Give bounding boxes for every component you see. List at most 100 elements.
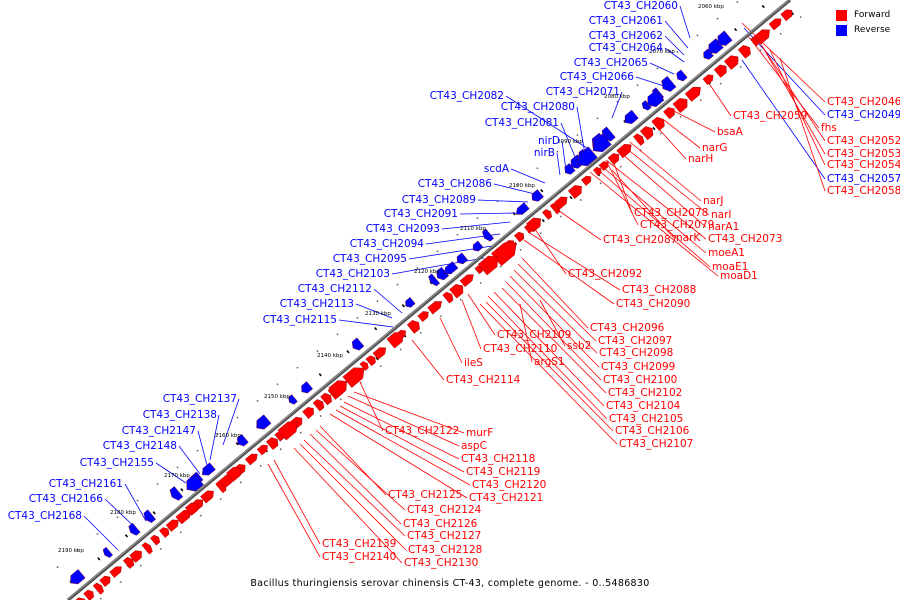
reverse-gene-label: CT43_CH2113 — [280, 298, 354, 310]
forward-gene-label: ssb2 — [567, 340, 591, 352]
label-connector — [335, 409, 471, 486]
scale-tick — [124, 534, 129, 538]
guide-dot — [576, 134, 579, 136]
forward-gene-label: CT43_CH2126 — [403, 518, 478, 530]
forward-swatch — [836, 9, 847, 21]
reverse-gene-label: CT43_CH2081 — [485, 117, 559, 129]
reverse-gene-label: nirD — [538, 135, 560, 147]
label-connector — [747, 35, 820, 129]
label-connector — [664, 47, 685, 63]
reverse-gene — [641, 100, 652, 111]
label-connector — [309, 433, 402, 525]
label-connector — [267, 463, 321, 558]
guide-dot — [536, 167, 539, 170]
forward-gene — [83, 589, 94, 600]
guide-dot — [416, 267, 419, 269]
label-connector — [461, 299, 482, 350]
guide-dot — [76, 549, 79, 552]
right-gene-label: CT43_CH2046 — [827, 96, 900, 108]
scale-label: 2080 kbp — [604, 94, 630, 100]
reverse-gene — [169, 486, 184, 501]
guide-dot — [799, 16, 802, 19]
reverse-gene-label: CT43_CH2062 — [589, 30, 663, 42]
label-connector — [493, 291, 605, 407]
forward-gene — [753, 29, 770, 45]
forward-gene-label: CT43_CH2090 — [616, 298, 690, 310]
reverse-gene — [128, 522, 141, 536]
label-connector — [373, 288, 403, 314]
label-connector — [319, 425, 387, 496]
scale-label: 2150 kbp — [264, 394, 290, 400]
forward-gene — [663, 107, 675, 120]
forward-gene-label: CT43_CH2125 — [388, 489, 462, 501]
scale-label: 2190 kbp — [58, 548, 84, 554]
label-connector — [625, 147, 710, 216]
label-connector — [635, 76, 665, 87]
right-gene-label: CT43_CH2057 — [827, 173, 900, 185]
reverse-gene — [661, 76, 677, 92]
forward-gene — [99, 575, 111, 587]
forward-gene-label: CT43_CH2098 — [599, 347, 673, 359]
reverse-gene — [444, 261, 459, 275]
right-gene-label: fhs — [821, 122, 837, 134]
reverse-gene-label: CT43_CH2148 — [103, 440, 177, 452]
right-gene-label: CT43_CH2053 — [827, 148, 900, 160]
reverse-gene — [515, 202, 530, 215]
label-connector — [411, 339, 445, 381]
reverse-gene-label: CT43_CH2103 — [316, 268, 390, 280]
label-connector — [391, 257, 485, 275]
forward-gene-label: narJ — [703, 195, 724, 207]
label-connector — [303, 439, 406, 537]
reverse-gene-label: CT43_CH2060 — [604, 0, 678, 12]
forward-gene-label: CT43_CH2073 — [708, 233, 782, 245]
forward-gene — [598, 161, 609, 172]
forward-gene-label: CT43_CH2119 — [466, 466, 540, 478]
forward-gene-label: CT43_CH2114 — [446, 374, 521, 386]
label-connector — [222, 398, 240, 446]
label-connector — [459, 212, 519, 215]
label-connector — [521, 257, 589, 329]
reverse-gene — [564, 163, 576, 175]
scale-tick — [97, 557, 101, 561]
label-connector — [299, 443, 407, 551]
forward-gene — [737, 45, 751, 59]
guide-dot — [396, 283, 399, 286]
forward-gene-label: CT43_CH2124 — [407, 504, 482, 516]
reverse-gene — [70, 569, 86, 585]
forward-gene-label: bsaA — [717, 126, 744, 138]
forward-gene-label: moeA1 — [708, 247, 745, 259]
label-connector — [273, 459, 321, 545]
reverse-gene-label: CT43_CH2091 — [384, 208, 458, 220]
scale-label: 2110 kbp — [460, 226, 486, 232]
reverse-gene — [102, 546, 113, 558]
label-connector — [667, 107, 716, 133]
guide-dot — [556, 150, 559, 153]
forward-gene-label: narK — [676, 232, 701, 244]
guide-dot — [436, 250, 439, 253]
forward-gene — [226, 466, 241, 482]
guide-dot — [596, 117, 599, 120]
label-connector — [439, 317, 463, 364]
forward-gene — [477, 255, 499, 276]
forward-gene — [581, 175, 592, 186]
guide-dot — [356, 316, 359, 319]
scale-label: 2170 kbp — [164, 473, 190, 479]
strand-legend: Forward Reverse — [836, 8, 900, 38]
reverse-gene-label: nirB — [534, 147, 555, 159]
legend-reverse-label: Reverse — [854, 25, 891, 35]
guide-dot — [196, 449, 199, 452]
label-connector — [589, 171, 719, 277]
label-connector — [607, 163, 639, 226]
reverse-gene-label: CT43_CH2061 — [589, 15, 663, 27]
forward-gene — [406, 320, 420, 334]
forward-gene — [150, 534, 161, 546]
label-connector — [741, 59, 826, 180]
forward-gene — [359, 361, 369, 371]
forward-gene-label: narA1 — [708, 221, 739, 233]
guide-dot — [459, 298, 462, 301]
label-connector — [663, 119, 701, 149]
label-connector — [83, 515, 119, 551]
forward-gene — [302, 407, 314, 419]
legend-forward-label: Forward — [854, 10, 891, 20]
